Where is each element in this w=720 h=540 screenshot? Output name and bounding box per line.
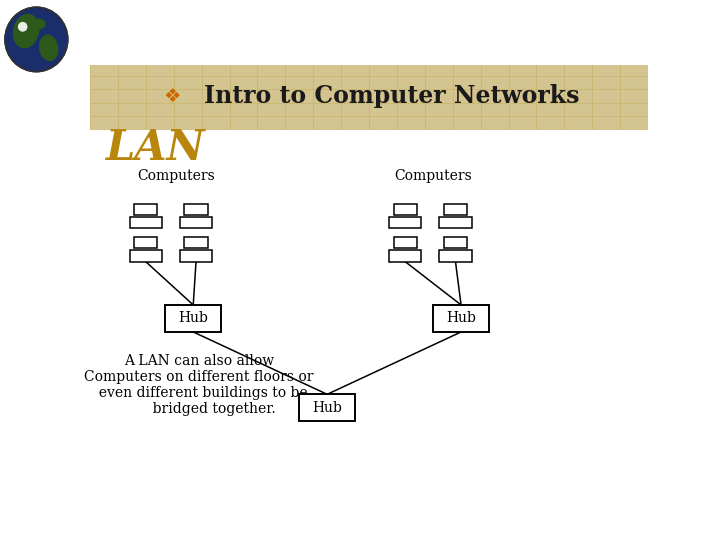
- Ellipse shape: [39, 35, 58, 61]
- Text: Hub: Hub: [179, 312, 208, 326]
- Circle shape: [5, 7, 68, 72]
- Ellipse shape: [13, 14, 40, 48]
- Bar: [444, 204, 467, 215]
- Text: Hub: Hub: [446, 312, 476, 326]
- Bar: [439, 217, 472, 228]
- Bar: [130, 217, 162, 228]
- Bar: [184, 237, 207, 248]
- Bar: [300, 394, 355, 421]
- Bar: [90, 65, 648, 129]
- Text: Hub: Hub: [312, 401, 342, 415]
- Bar: [134, 204, 158, 215]
- Bar: [130, 250, 162, 262]
- Text: Computers: Computers: [395, 170, 472, 183]
- Bar: [180, 217, 212, 228]
- Text: LAN: LAN: [106, 127, 205, 169]
- Bar: [134, 237, 158, 248]
- Bar: [166, 305, 221, 332]
- Bar: [433, 305, 489, 332]
- Bar: [184, 204, 207, 215]
- Bar: [439, 250, 472, 262]
- Text: A LAN can also allow
Computers on different floors or
  even different buildings: A LAN can also allow Computers on differ…: [84, 354, 314, 416]
- Bar: [389, 250, 421, 262]
- Text: Computers: Computers: [138, 170, 215, 183]
- Bar: [389, 217, 421, 228]
- Text: Intro to Computer Networks: Intro to Computer Networks: [204, 84, 579, 109]
- Ellipse shape: [34, 19, 46, 29]
- Bar: [394, 237, 417, 248]
- Circle shape: [18, 22, 27, 32]
- Bar: [180, 250, 212, 262]
- Bar: [444, 237, 467, 248]
- Text: ❖: ❖: [164, 87, 181, 106]
- Bar: [394, 204, 417, 215]
